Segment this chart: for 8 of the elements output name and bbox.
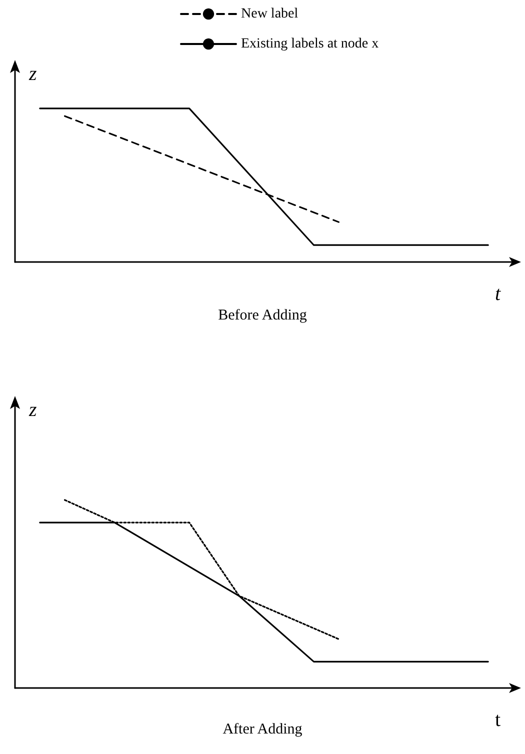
- text: After Adding: [222, 722, 303, 738]
- y-axis-title: z: [28, 63, 37, 85]
- y-axis-title: z: [28, 399, 37, 421]
- x-axis-title: t: [495, 283, 501, 305]
- text: Before Adding: [218, 308, 308, 324]
- x-axis-title: t: [495, 709, 501, 731]
- legend-label: New label: [241, 6, 298, 22]
- legend-label: Existing labels at node x: [241, 36, 379, 52]
